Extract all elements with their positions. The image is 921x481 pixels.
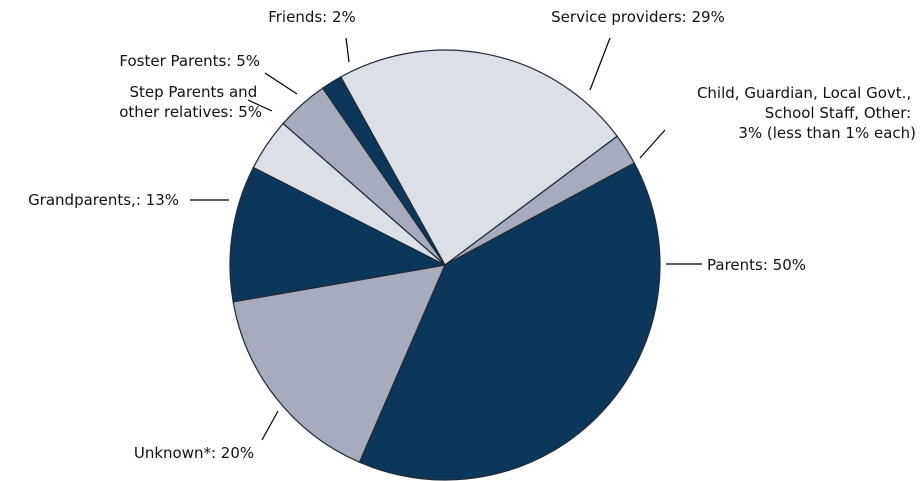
label-friends-line-1: Friends: 2% [268, 8, 356, 26]
label-foster-parents: Foster Parents: 5% [119, 52, 260, 70]
leader-line-step-parents [247, 99, 273, 112]
label-step-parents-line-1: Step Parents and [129, 83, 257, 101]
slice-labels: Friends: 2% Service providers: 29% Child… [28, 8, 916, 462]
label-grandparents: Grandparents,: 13% [28, 191, 179, 209]
label-foster-parents-line-1: Foster Parents: 5% [119, 52, 260, 70]
label-parents-line-1: Parents: 50% [707, 256, 806, 274]
leader-line-unknown [261, 410, 279, 441]
label-step-parents-line-2: other relatives: 5% [119, 103, 262, 121]
label-child-guardian-line-1: Child, Guardian, Local Govt., [697, 84, 911, 102]
label-step-parents: Step Parents and other relatives: 5% [119, 83, 262, 121]
slice-service-providers [339, 49, 619, 266]
label-child-guardian: Child, Guardian, Local Govt., School Sta… [697, 84, 916, 142]
label-friends: Friends: 2% [268, 8, 356, 26]
label-service-providers: Service providers: 29% [551, 8, 725, 26]
pie-slices [229, 49, 661, 481]
slice-unknown [232, 264, 446, 464]
slice-grandparents [229, 166, 447, 303]
leader-line-friends [345, 37, 350, 63]
label-child-guardian-line-2: School Staff, Other: [765, 104, 911, 122]
slice-friends [321, 76, 446, 266]
label-service-providers-line-1: Service providers: 29% [551, 8, 725, 26]
leader-lines [190, 37, 702, 441]
leader-line-service-providers [589, 37, 611, 91]
label-unknown: Unknown*: 20% [134, 444, 254, 462]
label-unknown-line-1: Unknown*: 20% [134, 444, 254, 462]
slice-parents [358, 162, 661, 481]
leader-line-foster-parents [264, 72, 298, 95]
label-parents: Parents: 50% [707, 256, 806, 274]
label-child-guardian-line-3: 3% (less than 1% each) [738, 124, 916, 142]
leader-line-child-guardian [639, 129, 666, 159]
label-grandparents-line-1: Grandparents,: 13% [28, 191, 179, 209]
